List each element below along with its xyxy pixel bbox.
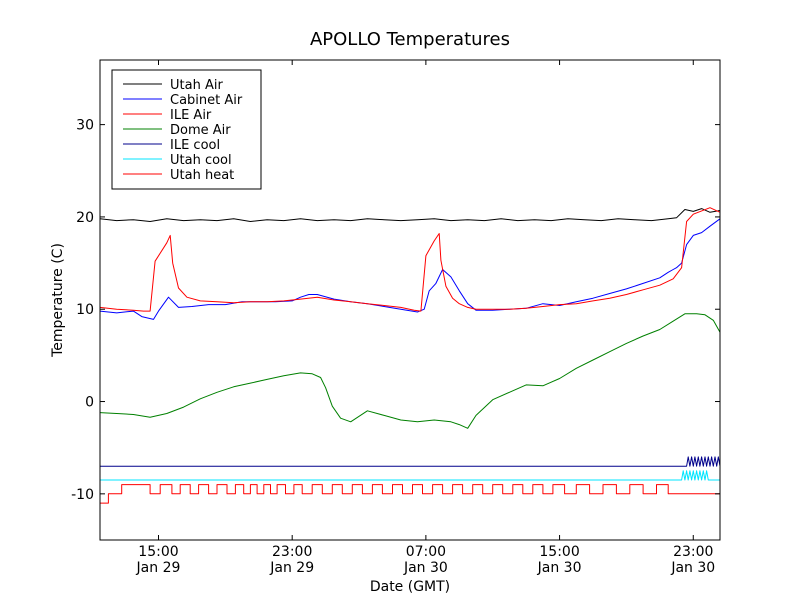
y-axis-label: Temperature (C) (50, 243, 66, 358)
x-tick-label-date: Jan 29 (269, 560, 314, 576)
x-tick-label-date: Jan 30 (670, 560, 715, 576)
legend-item-utah-cool: Utah cool (123, 153, 232, 168)
legend-item-cabinet-air: Cabinet Air (123, 93, 243, 108)
series-line-dome-air (99, 313, 721, 429)
x-tick-label-time: 15:00 (138, 544, 178, 560)
plot-frame (99, 59, 721, 541)
series-line-utah-air (99, 208, 721, 222)
series-line-cabinet-air (99, 218, 721, 320)
legend-label: ILE Air (170, 108, 212, 123)
x-tick-label-date: Jan 30 (537, 560, 582, 576)
chart-title: APOLLO Temperatures (310, 29, 510, 50)
legend-item-utah-heat: Utah heat (123, 168, 234, 183)
legend-item-utah-air: Utah Air (123, 78, 223, 93)
series-line-utah-cool (100, 470, 720, 481)
legend-item-ile-cool: ILE cool (123, 138, 220, 153)
series-line-ile-air (99, 207, 721, 312)
y-tick-label: 30 (76, 118, 94, 134)
x-tick-label-time: 15:00 (539, 544, 579, 560)
legend-label: Utah Air (170, 78, 223, 93)
legend-label: Dome Air (170, 123, 231, 138)
legend-label: ILE cool (170, 138, 220, 153)
y-tick-label: 0 (85, 395, 94, 411)
legend-item-ile-air: ILE Air (123, 108, 212, 123)
y-tick-label: 20 (76, 210, 94, 226)
x-axis-label: Date (GMT) (370, 579, 450, 595)
legend-label: Utah heat (170, 168, 234, 183)
series-line-utah-heat (100, 484, 720, 504)
series-line-ile-cool (100, 456, 721, 467)
legend-item-dome-air: Dome Air (123, 123, 231, 138)
x-tick-label-time: 23:00 (673, 544, 713, 560)
y-tick-label: 10 (76, 302, 94, 318)
legend-label: Cabinet Air (170, 93, 243, 108)
legend-label: Utah cool (170, 153, 232, 168)
series-layer (99, 207, 721, 504)
x-tick-label-time: 07:00 (406, 544, 446, 560)
x-tick-label-time: 23:00 (272, 544, 312, 560)
x-tick-label-date: Jan 30 (403, 560, 448, 576)
x-tick-label-date: Jan 29 (136, 560, 181, 576)
y-tick-label: -10 (71, 487, 94, 503)
